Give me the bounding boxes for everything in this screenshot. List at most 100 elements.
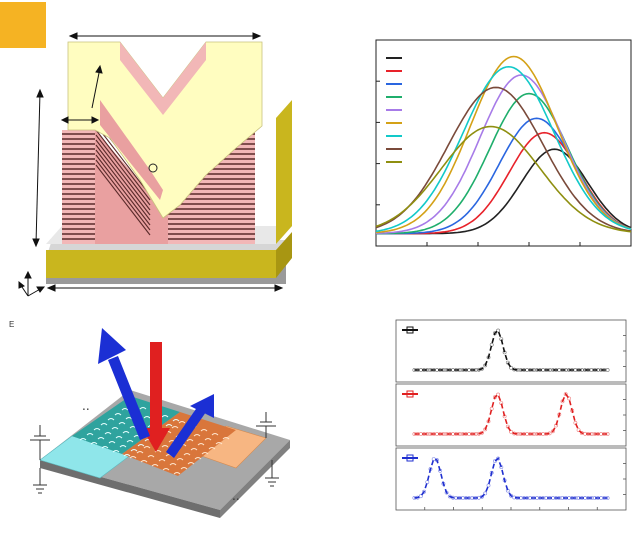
stacked-spectra-chart	[380, 300, 633, 535]
device-board-edge	[40, 460, 220, 518]
orange-pattern-mark	[204, 438, 212, 441]
layer-line	[95, 149, 151, 221]
gold-substrate-front	[46, 250, 276, 278]
orange-pattern-mark	[176, 458, 184, 461]
chart2-panels	[395, 319, 627, 511]
orange-pattern-mark	[151, 464, 159, 467]
orange-pattern-mark	[169, 463, 177, 466]
layer-line	[95, 134, 151, 206]
orange-pattern-mark	[186, 439, 194, 442]
orange-pattern-mark	[197, 443, 205, 446]
layer-line	[95, 154, 151, 226]
axis-y-head	[18, 280, 25, 289]
chart2-marker	[418, 494, 423, 499]
structure-illustration	[0, 0, 340, 300]
chart1-series-line	[375, 92, 632, 235]
layer-line	[95, 159, 151, 231]
orange-pattern-mark	[200, 429, 208, 432]
orange-pattern-mark	[162, 468, 170, 471]
chart2-marker	[496, 392, 501, 397]
chart1-series-line	[375, 86, 632, 232]
chart2-marker	[576, 428, 581, 433]
chart2-marker	[563, 392, 568, 397]
chart2-marker	[567, 396, 571, 401]
teal-pattern-mark	[108, 441, 116, 444]
teal-pattern-mark	[139, 407, 147, 410]
orange-pattern-mark	[147, 455, 155, 458]
layer-line	[95, 129, 151, 201]
layer-line	[95, 139, 151, 211]
spectrum-chart	[360, 20, 633, 280]
teal-pattern-mark	[118, 422, 126, 425]
dots-right: ..	[232, 489, 240, 503]
chart2-subplot-frame	[395, 319, 627, 383]
orange-pattern-mark	[129, 456, 137, 459]
height-arrow	[35, 91, 41, 245]
circuit-wires	[30, 412, 279, 494]
blue-left-head	[98, 328, 126, 364]
red-arrow-shaft	[150, 342, 162, 432]
badge-square	[0, 2, 46, 48]
chart1-series-line	[375, 125, 632, 233]
orange-pattern-mark	[201, 452, 209, 455]
blue-reflected-arrow-right	[166, 394, 214, 458]
top-width-arrow-head-left	[68, 32, 78, 40]
orange-pattern-mark	[143, 446, 151, 449]
teal-pattern-mark	[123, 454, 131, 457]
top-width-arrow-head-right	[252, 32, 262, 40]
chart2-legend-marker	[406, 454, 414, 462]
gold-top-side	[276, 100, 292, 244]
device-board-edge-right	[220, 440, 290, 518]
blue-right-head	[190, 394, 214, 418]
orange-pattern-mark	[161, 445, 169, 448]
teal-pattern-mark	[172, 419, 180, 422]
m-inner-notch	[120, 42, 206, 115]
chart1-ticks	[376, 80, 581, 246]
teal-pattern-mark	[90, 442, 98, 445]
marker-circle	[148, 163, 158, 173]
teal-pattern-mark	[93, 428, 101, 431]
teal-pattern-mark	[107, 418, 115, 421]
layer-line	[95, 164, 151, 236]
device-illustration: E .. ..	[0, 300, 340, 535]
axis-x-head	[36, 286, 46, 293]
dots-left: ..	[82, 399, 90, 413]
right-wire	[256, 412, 276, 438]
teal-pattern-mark	[112, 450, 120, 453]
arm-arrow-head	[95, 64, 103, 74]
teal-pattern-mark	[126, 440, 134, 443]
chart2-legend-marker	[406, 390, 414, 398]
height-arrow-head-bottom	[32, 238, 40, 248]
teal-pattern-mark	[114, 413, 122, 416]
gold-substrate-side	[276, 232, 292, 278]
teal-pattern-mark	[137, 444, 145, 447]
chart2-marker	[483, 491, 488, 496]
orange-pattern-mark	[154, 450, 162, 453]
orange-pattern-mark	[171, 426, 179, 429]
orange-pattern-mark	[208, 447, 216, 450]
chart2-series-line	[414, 329, 608, 371]
chart2-legend-marker	[406, 326, 414, 334]
chart2-marker	[422, 489, 427, 494]
orange-pattern-mark	[194, 457, 202, 460]
orange-pattern-mark	[158, 459, 166, 462]
teal-pattern-mark	[121, 408, 129, 411]
chart2-subplot-frame	[395, 383, 627, 447]
panel-badge	[0, 2, 46, 48]
orange-pattern-mark	[178, 421, 186, 424]
chart1-legend	[386, 57, 402, 163]
orange-pattern-mark	[211, 433, 219, 436]
chart1-series-line	[375, 65, 632, 233]
orange-pattern-mark	[215, 442, 223, 445]
chart2-marker	[496, 456, 501, 461]
orange-pattern-mark	[140, 460, 148, 463]
chart2-subplot-frame	[395, 447, 627, 511]
layer-line	[95, 144, 151, 216]
orange-pattern-mark	[193, 434, 201, 437]
m-front-mid	[95, 130, 168, 244]
left-ground	[33, 468, 47, 494]
blue-right-shaft	[166, 406, 206, 458]
orange-pattern-mark	[222, 437, 230, 440]
layer-line	[95, 124, 151, 196]
chart2-marker	[605, 368, 610, 372]
